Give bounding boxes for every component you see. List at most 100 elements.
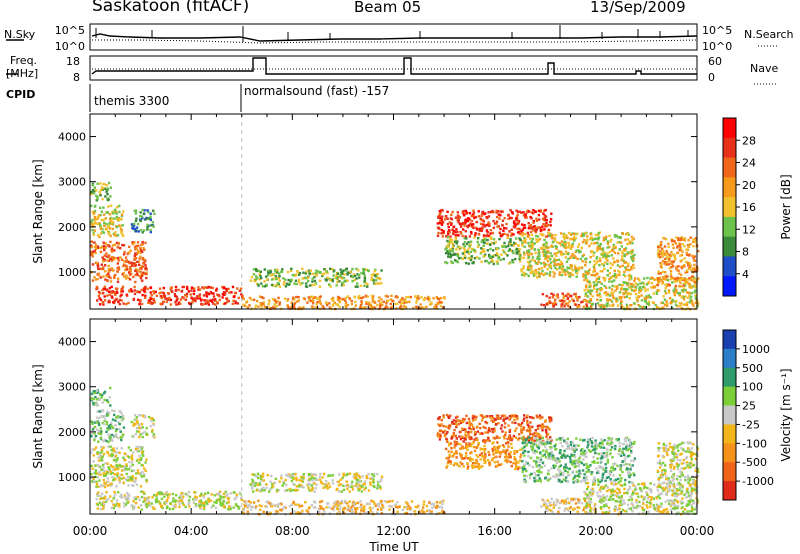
data-cell	[538, 437, 542, 440]
data-cell	[455, 452, 459, 455]
data-cell	[146, 497, 149, 500]
data-cell	[299, 283, 302, 286]
data-cell	[298, 272, 302, 275]
data-cell	[668, 253, 671, 257]
data-cell	[350, 299, 353, 303]
data-cell	[192, 498, 195, 501]
data-cell	[345, 484, 348, 487]
data-cell	[158, 501, 162, 505]
data-cell	[271, 278, 274, 281]
data-cell	[371, 506, 374, 510]
data-cell	[296, 511, 300, 514]
data-cell	[627, 262, 630, 265]
data-cell	[662, 295, 665, 298]
data-cell	[113, 490, 116, 494]
beam-title: Beam 05	[354, 0, 422, 16]
data-cell	[138, 426, 141, 429]
data-cell	[101, 401, 104, 404]
data-cell	[682, 278, 685, 282]
data-cell	[465, 211, 469, 214]
data-cell	[364, 294, 368, 297]
data-cell	[204, 302, 207, 306]
nsky-spikes	[95, 25, 689, 42]
data-cell	[315, 306, 318, 309]
data-cell	[325, 487, 329, 490]
data-cell	[356, 485, 359, 488]
data-cell	[380, 478, 383, 481]
data-cell	[408, 506, 411, 509]
data-cell	[640, 299, 644, 302]
data-cell	[125, 264, 128, 267]
data-cell	[532, 209, 535, 212]
data-cell	[254, 306, 257, 310]
data-cell	[613, 285, 617, 288]
data-cell	[467, 417, 471, 421]
data-cell	[95, 482, 99, 486]
data-cell	[149, 424, 152, 428]
data-cell	[315, 274, 318, 277]
data-cell	[271, 306, 275, 309]
y-tick-label: 3000	[58, 176, 86, 189]
data-cell	[492, 219, 495, 223]
data-cell	[96, 503, 100, 507]
data-cell	[137, 430, 141, 433]
data-cell	[319, 507, 322, 510]
data-cell	[133, 241, 136, 244]
data-cell	[142, 500, 145, 503]
data-cell	[651, 286, 655, 289]
data-cell	[115, 485, 118, 488]
data-cell	[297, 503, 300, 507]
data-cell	[462, 209, 465, 213]
data-cell	[495, 211, 498, 214]
data-cell	[518, 248, 521, 251]
data-cell	[280, 477, 283, 480]
data-cell	[127, 468, 131, 471]
data-cell	[643, 299, 647, 302]
data-cell	[448, 231, 451, 234]
data-cell	[347, 507, 350, 510]
data-cell	[689, 278, 693, 282]
data-cell	[110, 454, 113, 458]
data-cell	[96, 264, 100, 267]
data-cell	[96, 416, 99, 419]
data-cell	[328, 506, 331, 509]
data-cell	[96, 452, 99, 455]
data-cell	[495, 414, 499, 417]
data-cell	[96, 463, 100, 467]
data-cell	[125, 259, 128, 262]
data-cell	[116, 233, 120, 237]
data-cell	[171, 500, 175, 503]
data-cell	[287, 306, 290, 309]
data-cell	[550, 235, 553, 239]
data-cell	[522, 240, 525, 243]
data-cell	[283, 489, 287, 492]
mhz-label: [MHz]	[6, 67, 39, 80]
data-cell	[254, 482, 258, 485]
data-cell	[546, 256, 550, 259]
data-cell	[616, 304, 620, 307]
data-cell	[548, 234, 551, 237]
data-cell	[549, 271, 552, 274]
data-cell	[639, 289, 642, 293]
data-cell	[184, 294, 187, 297]
data-cell	[104, 242, 107, 245]
data-cell	[268, 306, 272, 310]
data-cell	[94, 402, 97, 405]
data-cell	[677, 279, 680, 282]
data-cell	[567, 241, 570, 245]
data-cell	[121, 234, 125, 237]
data-cell	[284, 285, 288, 288]
data-cell	[308, 479, 311, 482]
data-cell	[304, 285, 308, 288]
data-cell	[93, 229, 96, 232]
data-cell	[517, 252, 520, 255]
data-cell	[507, 445, 510, 448]
data-cell	[629, 250, 632, 253]
data-cell	[307, 482, 310, 486]
data-cell	[502, 419, 505, 422]
data-cell	[510, 234, 513, 237]
data-cell	[101, 301, 105, 305]
data-cell	[343, 280, 346, 283]
data-cell	[438, 501, 442, 504]
data-cell	[684, 281, 687, 284]
